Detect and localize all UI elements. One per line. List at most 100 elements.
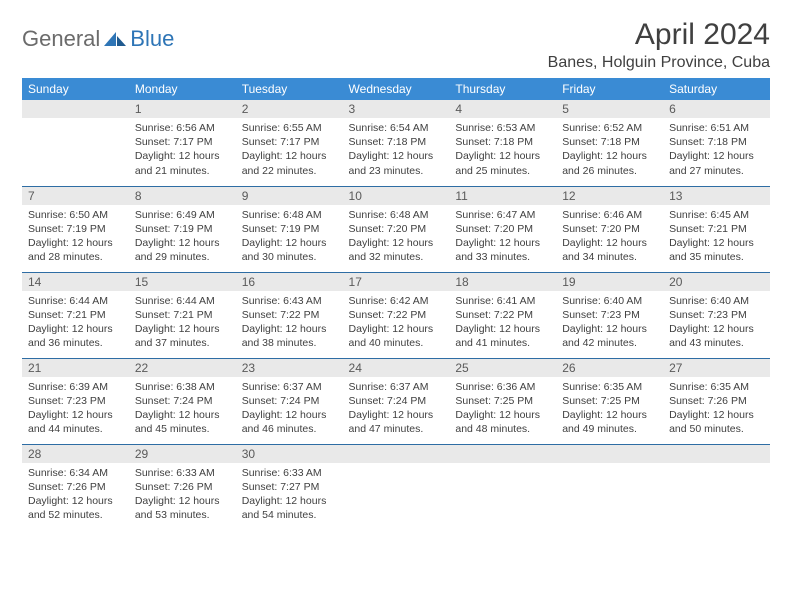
day-line: Sunrise: 6:51 AM: [669, 121, 764, 135]
day-line: and 46 minutes.: [242, 422, 337, 436]
day-line: Sunset: 7:24 PM: [349, 394, 444, 408]
day-line: Sunrise: 6:35 AM: [669, 380, 764, 394]
day-line: Daylight: 12 hours: [562, 149, 657, 163]
day-number: 3: [343, 100, 450, 118]
day-content: Sunrise: 6:51 AMSunset: 7:18 PMDaylight:…: [663, 118, 770, 182]
day-number: 19: [556, 273, 663, 291]
day-line: [349, 480, 444, 494]
day-number: [449, 445, 556, 463]
day-line: Sunset: 7:19 PM: [242, 222, 337, 236]
day-number: 18: [449, 273, 556, 291]
day-line: Sunrise: 6:44 AM: [135, 294, 230, 308]
day-number: [22, 100, 129, 118]
day-line: Daylight: 12 hours: [135, 322, 230, 336]
day-line: Sunrise: 6:40 AM: [562, 294, 657, 308]
day-line: [28, 149, 123, 163]
day-line: Daylight: 12 hours: [242, 236, 337, 250]
calendar-day-cell: [556, 444, 663, 530]
day-line: and 25 minutes.: [455, 164, 550, 178]
day-content: Sunrise: 6:35 AMSunset: 7:25 PMDaylight:…: [556, 377, 663, 441]
calendar-day-cell: 8Sunrise: 6:49 AMSunset: 7:19 PMDaylight…: [129, 186, 236, 272]
day-line: Sunset: 7:25 PM: [455, 394, 550, 408]
day-content: Sunrise: 6:46 AMSunset: 7:20 PMDaylight:…: [556, 205, 663, 269]
day-line: Sunrise: 6:50 AM: [28, 208, 123, 222]
day-line: and 23 minutes.: [349, 164, 444, 178]
day-line: Daylight: 12 hours: [562, 408, 657, 422]
day-line: Sunrise: 6:41 AM: [455, 294, 550, 308]
day-content: Sunrise: 6:44 AMSunset: 7:21 PMDaylight:…: [22, 291, 129, 355]
day-line: Sunrise: 6:38 AM: [135, 380, 230, 394]
calendar-day-cell: 29Sunrise: 6:33 AMSunset: 7:26 PMDayligh…: [129, 444, 236, 530]
day-number: 4: [449, 100, 556, 118]
logo-sail-icon: [102, 30, 128, 48]
day-line: Sunset: 7:22 PM: [349, 308, 444, 322]
day-content: [343, 463, 450, 527]
day-line: [455, 494, 550, 508]
calendar-day-cell: [22, 100, 129, 186]
weekday-header: Thursday: [449, 78, 556, 100]
day-line: Sunrise: 6:54 AM: [349, 121, 444, 135]
day-content: Sunrise: 6:38 AMSunset: 7:24 PMDaylight:…: [129, 377, 236, 441]
day-content: Sunrise: 6:54 AMSunset: 7:18 PMDaylight:…: [343, 118, 450, 182]
day-line: Sunset: 7:22 PM: [242, 308, 337, 322]
day-line: Sunrise: 6:56 AM: [135, 121, 230, 135]
weekday-header: Tuesday: [236, 78, 343, 100]
day-line: Daylight: 12 hours: [135, 408, 230, 422]
day-line: Daylight: 12 hours: [28, 408, 123, 422]
day-line: Sunset: 7:18 PM: [562, 135, 657, 149]
day-line: Sunset: 7:17 PM: [135, 135, 230, 149]
calendar-day-cell: 26Sunrise: 6:35 AMSunset: 7:25 PMDayligh…: [556, 358, 663, 444]
day-content: Sunrise: 6:33 AMSunset: 7:26 PMDaylight:…: [129, 463, 236, 527]
day-line: [349, 508, 444, 522]
day-line: and 34 minutes.: [562, 250, 657, 264]
day-content: Sunrise: 6:53 AMSunset: 7:18 PMDaylight:…: [449, 118, 556, 182]
day-line: Sunrise: 6:37 AM: [349, 380, 444, 394]
day-content: Sunrise: 6:41 AMSunset: 7:22 PMDaylight:…: [449, 291, 556, 355]
day-line: Sunset: 7:18 PM: [349, 135, 444, 149]
day-content: Sunrise: 6:39 AMSunset: 7:23 PMDaylight:…: [22, 377, 129, 441]
calendar-day-cell: 30Sunrise: 6:33 AMSunset: 7:27 PMDayligh…: [236, 444, 343, 530]
day-line: Daylight: 12 hours: [669, 149, 764, 163]
day-line: [28, 121, 123, 135]
day-line: Sunset: 7:25 PM: [562, 394, 657, 408]
day-content: Sunrise: 6:42 AMSunset: 7:22 PMDaylight:…: [343, 291, 450, 355]
day-content: Sunrise: 6:37 AMSunset: 7:24 PMDaylight:…: [236, 377, 343, 441]
day-number: [343, 445, 450, 463]
day-line: [669, 480, 764, 494]
day-number: 10: [343, 187, 450, 205]
day-content: Sunrise: 6:52 AMSunset: 7:18 PMDaylight:…: [556, 118, 663, 182]
day-content: Sunrise: 6:50 AMSunset: 7:19 PMDaylight:…: [22, 205, 129, 269]
day-line: and 43 minutes.: [669, 336, 764, 350]
day-content: Sunrise: 6:37 AMSunset: 7:24 PMDaylight:…: [343, 377, 450, 441]
calendar-table: SundayMondayTuesdayWednesdayThursdayFrid…: [22, 78, 770, 530]
day-line: and 48 minutes.: [455, 422, 550, 436]
calendar-day-cell: [663, 444, 770, 530]
day-line: Sunset: 7:21 PM: [28, 308, 123, 322]
day-line: Sunset: 7:21 PM: [135, 308, 230, 322]
day-line: and 29 minutes.: [135, 250, 230, 264]
day-line: Sunset: 7:20 PM: [455, 222, 550, 236]
day-content: Sunrise: 6:35 AMSunset: 7:26 PMDaylight:…: [663, 377, 770, 441]
day-line: Sunset: 7:17 PM: [242, 135, 337, 149]
day-number: 9: [236, 187, 343, 205]
day-number: 25: [449, 359, 556, 377]
day-number: 5: [556, 100, 663, 118]
day-number: 20: [663, 273, 770, 291]
calendar-day-cell: 7Sunrise: 6:50 AMSunset: 7:19 PMDaylight…: [22, 186, 129, 272]
day-line: [669, 508, 764, 522]
calendar-week-row: 21Sunrise: 6:39 AMSunset: 7:23 PMDayligh…: [22, 358, 770, 444]
day-content: Sunrise: 6:47 AMSunset: 7:20 PMDaylight:…: [449, 205, 556, 269]
day-line: Sunrise: 6:33 AM: [242, 466, 337, 480]
day-line: [669, 466, 764, 480]
day-number: [556, 445, 663, 463]
calendar-day-cell: 23Sunrise: 6:37 AMSunset: 7:24 PMDayligh…: [236, 358, 343, 444]
day-line: Sunrise: 6:35 AM: [562, 380, 657, 394]
calendar-day-cell: 21Sunrise: 6:39 AMSunset: 7:23 PMDayligh…: [22, 358, 129, 444]
day-number: 13: [663, 187, 770, 205]
day-number: 22: [129, 359, 236, 377]
day-number: 16: [236, 273, 343, 291]
day-number: 24: [343, 359, 450, 377]
calendar-day-cell: [449, 444, 556, 530]
day-line: [455, 508, 550, 522]
calendar-day-cell: 9Sunrise: 6:48 AMSunset: 7:19 PMDaylight…: [236, 186, 343, 272]
